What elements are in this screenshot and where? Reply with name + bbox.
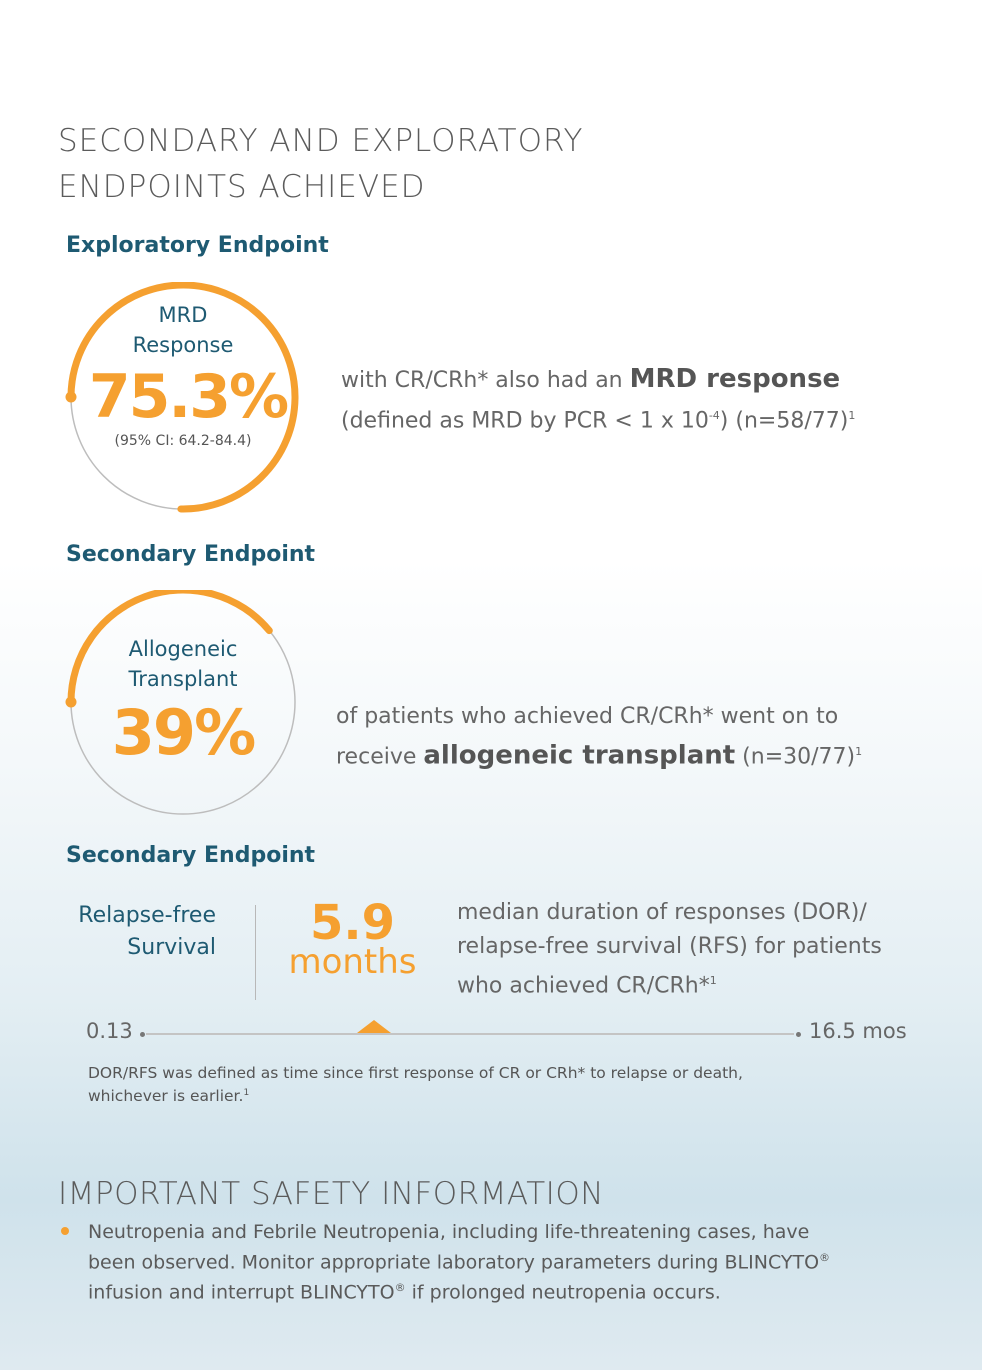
transplant-ring-start-dot (65, 696, 77, 708)
isi-bullet-text: Neutropenia and Febrile Neutropenia, inc… (88, 1220, 908, 1306)
rfs-desc-line-1: median duration of responses (DOR)/ (457, 900, 867, 925)
isi-heading: IMPORTANT SAFETY INFORMATION (58, 1176, 604, 1212)
rfs-label-line-1: Relapse-free (78, 903, 216, 928)
transplant-desc-line1: of patients who achieved CR/CRh* went on… (336, 704, 839, 729)
rfs-unit: months (288, 942, 417, 982)
mrd-percentage: 75.3% (88, 362, 289, 432)
secondary-endpoint-heading-1: Secondary Endpoint (66, 542, 316, 567)
secondary-endpoint-heading-2: Secondary Endpoint (66, 843, 316, 868)
rfs-divider (255, 905, 256, 1000)
transplant-desc-bold: allogeneic transplant (423, 740, 736, 771)
rfs-range-max-label: 16.5 mos (809, 1019, 907, 1043)
mrd-ring-start-dot (65, 391, 77, 403)
mrd-desc-ref: 1 (848, 409, 856, 422)
isi-reg-mark-1: ® (819, 1251, 831, 1264)
transplant-desc-ref: 1 (855, 745, 863, 758)
isi-line-2: been observed. Monitor appropriate labor… (88, 1251, 820, 1274)
mrd-desc-bold: MRD response (629, 364, 841, 394)
mrd-progress-ring (65, 282, 299, 513)
rfs-median-marker (357, 1020, 392, 1033)
rfs-range-line (146, 1033, 794, 1035)
mrd-confidence-interval: (95% CI: 64.2-84.4) (114, 433, 252, 449)
mrd-desc-n: ) (n=58/77) (719, 408, 849, 434)
transplant-circle-label: Allogeneic Transplant (103, 634, 263, 694)
page-title: SECONDARY AND EXPLORATORY ENDPOINTS ACHI… (58, 118, 584, 210)
rfs-range-min-label: 0.13 (86, 1019, 133, 1043)
transplant-progress-ring (65, 590, 296, 815)
isi-bullet-dot (61, 1227, 69, 1235)
isi-reg-mark-2: ® (394, 1281, 406, 1295)
rfs-label-line-2: Survival (127, 935, 216, 960)
isi-line-1: Neutropenia and Febrile Neutropenia, inc… (88, 1221, 810, 1243)
mrd-desc-line2: (defined as MRD by PCR < 1 x 10 (341, 408, 709, 434)
rfs-desc-ref: 1 (709, 974, 717, 987)
mrd-label-line-2: Response (132, 333, 234, 357)
transplant-ring-arc (67, 590, 273, 706)
rfs-footnote-line-1: DOR/RFS was defined as time since first … (88, 1064, 743, 1082)
transplant-label-line-2: Transplant (128, 667, 238, 691)
isi-line-3-end: if prolonged neutropenia occurs. (405, 1281, 721, 1304)
exploratory-endpoint-heading: Exploratory Endpoint (66, 233, 329, 258)
rfs-footnote-line-2: whichever is earlier. (88, 1087, 244, 1106)
mrd-desc-text: with CR/CRh* also had an (341, 368, 630, 393)
rfs-description: median duration of responses (DOR)/ rela… (457, 896, 957, 1003)
rfs-label: Relapse-free Survival (40, 900, 216, 964)
rfs-range-min-dot (140, 1032, 145, 1037)
mrd-ring-arc (67, 282, 299, 513)
mrd-label-line-1: MRD (158, 303, 208, 327)
transplant-percentage: 39% (111, 696, 256, 769)
transplant-label-line-1: Allogeneic (128, 637, 238, 661)
rfs-footnote: DOR/RFS was defined as time since first … (88, 1063, 808, 1106)
transplant-description: of patients who achieved CR/CRh* went on… (336, 699, 956, 774)
rfs-footnote-ref: 1 (243, 1088, 250, 1098)
mrd-desc-exponent: -4 (708, 409, 720, 422)
rfs-desc-line-3: who achieved CR/CRh* (457, 973, 710, 999)
mrd-circle-label: MRD Response (103, 300, 263, 360)
rfs-desc-line-2: relapse-free survival (RFS) for patients (457, 934, 882, 959)
rfs-value: 5.9 (309, 895, 396, 951)
page-title-line-2: ENDPOINTS ACHIEVED (58, 169, 426, 205)
page-title-line-1: SECONDARY AND EXPLORATORY (58, 123, 584, 159)
transplant-desc-n: (n=30/77) (735, 744, 856, 770)
mrd-description: with CR/CRh* also had an MRD response (d… (341, 362, 941, 438)
rfs-range-max-dot (796, 1032, 801, 1037)
transplant-desc-pre: receive (336, 744, 424, 770)
isi-line-3: infusion and interrupt BLINCYTO (88, 1281, 395, 1304)
